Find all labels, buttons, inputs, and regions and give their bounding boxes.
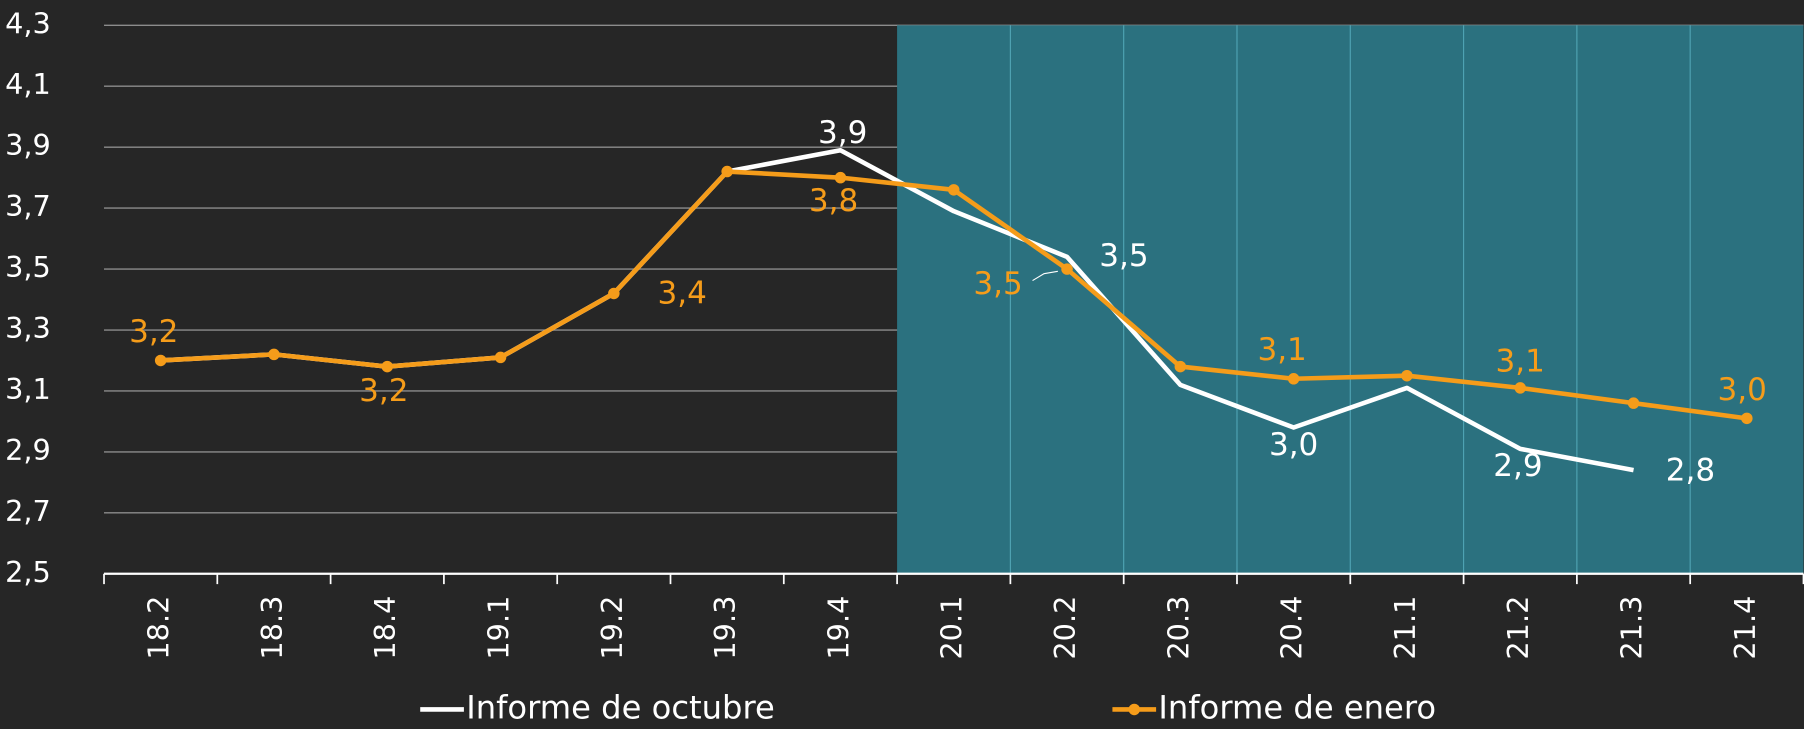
y-tick-label: 4,1: [5, 67, 51, 101]
marker: [1061, 263, 1073, 275]
data-label: 3,8: [809, 183, 858, 219]
marker: [1627, 397, 1640, 409]
data-label: 3,0: [1269, 427, 1318, 463]
marker: [947, 184, 960, 196]
marker: [494, 351, 507, 364]
x-tick-label: 19.2: [595, 596, 629, 660]
x-tick-label: 19.1: [482, 596, 516, 660]
y-tick-label: 3,5: [5, 250, 51, 284]
marker: [268, 348, 280, 361]
x-tick-label: 21.1: [1388, 596, 1422, 660]
x-tick-label: 20.4: [1275, 596, 1309, 660]
legend-marker: [1128, 703, 1141, 716]
data-label: 3,2: [359, 373, 408, 409]
y-tick-label: 3,1: [5, 372, 51, 406]
leader-line: [1032, 270, 1058, 282]
marker: [1287, 373, 1300, 385]
data-label: 3,1: [1257, 332, 1306, 368]
marker: [1401, 369, 1413, 382]
marker: [1174, 360, 1187, 373]
data-label: 3,2: [129, 314, 178, 350]
x-tick-label: 20.2: [1048, 596, 1082, 660]
x-tick-label: 18.3: [255, 596, 289, 660]
marker: [721, 165, 733, 178]
x-tick-label: 19.3: [708, 596, 742, 660]
data-label: 3,1: [1496, 344, 1545, 380]
marker: [834, 171, 847, 184]
y-tick-label: 4,3: [5, 6, 51, 40]
x-tick-label: 21.4: [1728, 596, 1762, 660]
marker: [381, 360, 394, 373]
data-label: 2,8: [1666, 452, 1715, 488]
data-label: 3,5: [973, 266, 1022, 302]
data-label: 3,5: [1099, 238, 1148, 274]
data-label: 3,0: [1718, 372, 1767, 408]
marker: [608, 287, 620, 300]
x-tick-label: 20.1: [935, 596, 969, 660]
y-tick-label: 3,3: [5, 311, 51, 345]
marker: [1514, 382, 1526, 394]
y-tick-label: 2,7: [5, 494, 51, 528]
data-label: 2,9: [1493, 448, 1542, 484]
y-tick-label: 2,9: [5, 433, 51, 467]
data-label: 3,4: [658, 276, 707, 312]
x-tick-label: 21.3: [1615, 596, 1649, 660]
x-tick-label: 21.2: [1501, 596, 1535, 660]
x-tick-label: 18.2: [142, 596, 176, 660]
marker: [1741, 412, 1753, 425]
legend-label: Informe de enero: [1158, 688, 1436, 726]
x-tick-label: 20.3: [1161, 596, 1195, 660]
data-label: 3,9: [818, 115, 867, 151]
x-tick-label: 18.4: [368, 596, 402, 660]
y-tick-label: 3,7: [5, 189, 51, 223]
marker: [154, 354, 167, 367]
x-tick-label: 19.4: [821, 596, 855, 660]
y-tick-label: 3,9: [5, 128, 51, 162]
legend-label: Informe de octubre: [466, 688, 775, 726]
y-tick-label: 2,5: [5, 555, 51, 589]
